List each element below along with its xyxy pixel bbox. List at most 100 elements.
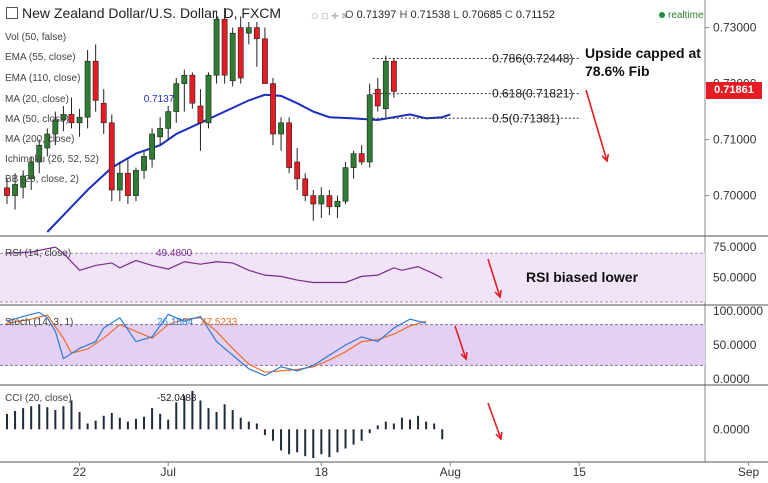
candle-body [294, 161, 301, 180]
cci-bar [159, 413, 162, 430]
cci-bar [288, 429, 291, 455]
legend-ma50[interactable]: MA (50, close) [5, 114, 69, 125]
cci-down-arrow [487, 402, 502, 440]
candle-body [350, 153, 357, 168]
candle-body [245, 27, 252, 34]
candle-body [334, 200, 341, 208]
legend-toolbar[interactable]: ⊙ ⊡ ✚ ✖ [311, 11, 349, 21]
ohlc-readout: O 0.71397 H 0.71538 L 0.70685 C 0.71152 [345, 9, 555, 21]
cci-bar [30, 406, 33, 430]
last-price-tag: 0.71861 [706, 82, 762, 99]
candle-body [342, 167, 349, 202]
legend-ma200[interactable]: MA (200, close) [5, 134, 75, 145]
stoch-y-tick-label: 50.0000 [713, 338, 757, 352]
cci-bar [78, 411, 81, 430]
candle-body [84, 60, 91, 118]
cci-bar [231, 410, 234, 430]
candle-body [157, 128, 164, 138]
cci-bar [296, 429, 299, 453]
price-down-arrow [585, 89, 608, 162]
legend-ma20-value: 0.7137 [143, 94, 175, 105]
cci-title: CCI (20, close) [5, 393, 72, 404]
legend-bb[interactable]: BB (20, close, 2) [5, 174, 79, 185]
cci-bar [320, 429, 323, 455]
cci-bar [425, 421, 428, 430]
upside-annotation: Upside capped at 78.6% Fib [585, 45, 701, 79]
candle-body [213, 18, 220, 76]
cci-bar [360, 429, 363, 441]
cci-bar [54, 410, 57, 430]
stoch-k-line [6, 311, 427, 377]
candle-body [366, 94, 373, 163]
cci-bar [134, 418, 137, 430]
candle-body [20, 175, 27, 188]
cci-value: -52.0488 [157, 393, 197, 404]
cci-bar [344, 429, 347, 449]
candle-body [4, 187, 10, 196]
x-tick-label: 15 [573, 465, 587, 479]
stoch-y-tick-label: 0.0000 [713, 372, 750, 386]
candle-body [173, 83, 180, 112]
stoch-down-arrow-head [460, 351, 468, 361]
stoch-band [0, 324, 705, 366]
candle-body [278, 122, 284, 135]
cci-bar [433, 423, 436, 430]
candle-body [76, 116, 83, 124]
legend-vol[interactable]: Vol (50, false) [5, 32, 67, 43]
legend-ma20[interactable]: MA (20, close) 0.7137 [5, 94, 174, 105]
candle-body [253, 27, 260, 40]
rsi-line [6, 246, 443, 284]
legend-ichimoku[interactable]: Ichimoku (26, 52, 52) [5, 154, 99, 165]
cci-bar [118, 417, 121, 430]
cci-bar [46, 407, 49, 430]
y-tick-label: 0.71000 [713, 133, 757, 147]
cci-bar [312, 429, 315, 459]
cci-bar [223, 404, 226, 430]
cci-bar [70, 400, 73, 430]
candle-body [221, 18, 228, 76]
cci-bar [384, 421, 387, 430]
candle-body [237, 27, 244, 79]
cci-bar [38, 404, 41, 430]
cci-bar [151, 408, 154, 430]
cci-bar [336, 429, 339, 453]
candle-body [125, 172, 131, 196]
cci-bar [167, 419, 170, 430]
candle-body [108, 122, 115, 191]
stoch-d-line [6, 314, 427, 373]
cci-bar [328, 429, 331, 458]
stoch-title: Stoch (14, 3, 1) [5, 317, 73, 328]
cci-bar [392, 423, 395, 430]
y-tick-label: 0.70000 [713, 189, 757, 203]
candle-body [44, 133, 51, 149]
price-down-arrow-head [601, 153, 610, 163]
cci-bar [263, 429, 266, 436]
x-tick-label: Sep [738, 465, 760, 479]
candle-body [149, 133, 155, 160]
stoch-k-value: 26.1804 [157, 317, 194, 328]
collapse-icon[interactable] [6, 7, 18, 19]
chart-title: New Zealand Dollar/U.S. Dollar, D, FXCM [6, 5, 281, 21]
cci-bar [6, 413, 8, 430]
cci-bar [191, 390, 194, 430]
candle-body [133, 170, 139, 196]
cci-bar [207, 408, 210, 430]
x-tick-label: Aug [440, 465, 461, 479]
candle-body [310, 195, 317, 205]
y-tick-label: 0.73000 [713, 21, 757, 35]
candle-body [60, 114, 67, 121]
cci-bar [126, 421, 129, 430]
candle-body [205, 74, 212, 124]
rsi-band [0, 253, 705, 302]
candle-body [12, 184, 18, 196]
rsi-title: RSI (14, close) [5, 248, 71, 259]
legend-ema110[interactable]: EMA (110, close) [5, 73, 81, 84]
cci-bar [199, 400, 202, 430]
cci-bar [143, 416, 146, 430]
cci-bar [255, 423, 258, 430]
cci-bar [183, 395, 186, 430]
candle-body [229, 32, 236, 82]
cci-bar [441, 429, 444, 440]
realtime-indicator: realtime [659, 10, 704, 21]
legend-ema55[interactable]: EMA (55, close) [5, 52, 76, 63]
